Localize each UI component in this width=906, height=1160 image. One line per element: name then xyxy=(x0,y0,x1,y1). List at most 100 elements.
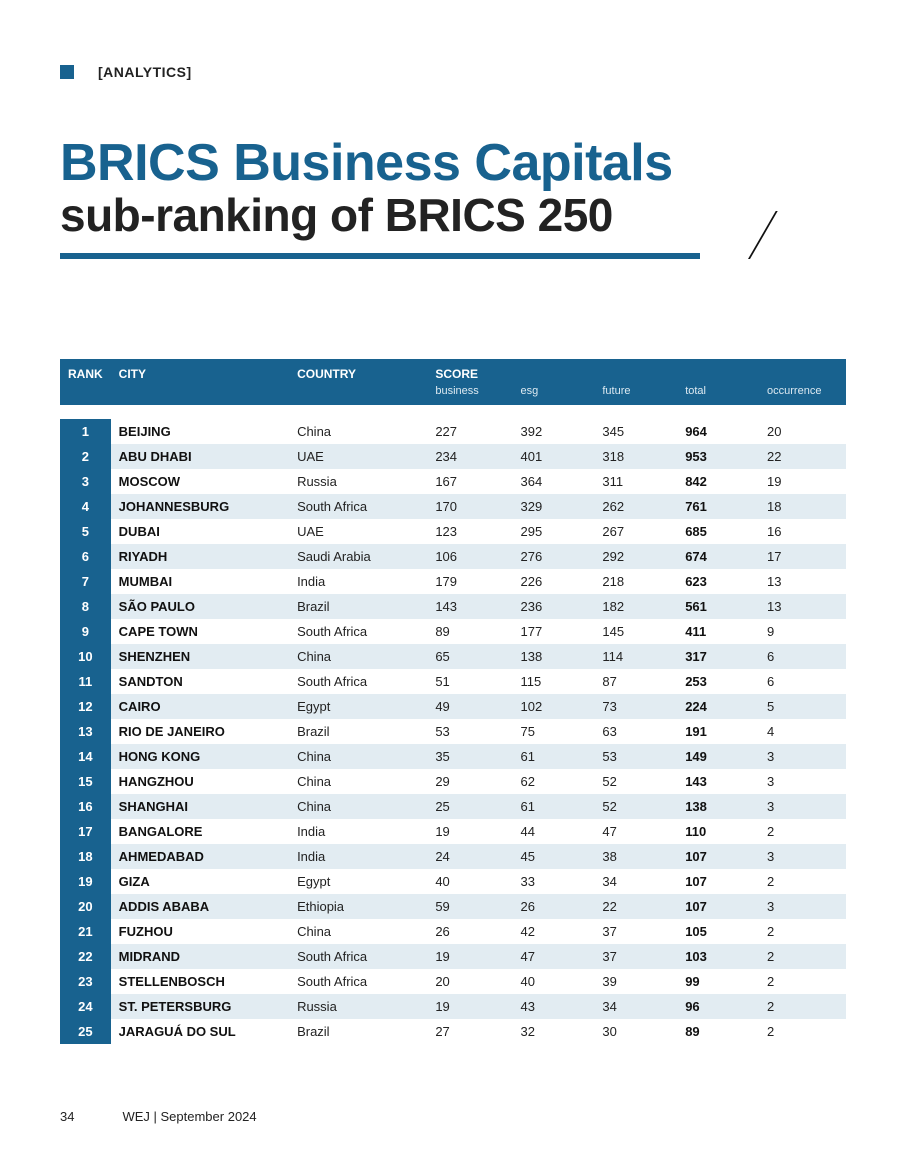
table-row: 14HONG KONGChina3561531493 xyxy=(60,744,846,769)
cell-esg: 26 xyxy=(513,894,595,919)
cell-country: India xyxy=(289,569,427,594)
cell-future: 318 xyxy=(594,444,677,469)
cell-occurrence: 2 xyxy=(759,969,846,994)
cell-city: SANDTON xyxy=(111,669,289,694)
cell-future: 345 xyxy=(594,419,677,444)
cell-esg: 33 xyxy=(513,869,595,894)
cell-country: Saudi Arabia xyxy=(289,544,427,569)
cell-total: 96 xyxy=(677,994,759,1019)
cell-business: 40 xyxy=(427,869,512,894)
cell-esg: 61 xyxy=(513,744,595,769)
sub-header-total: total xyxy=(677,385,759,405)
cell-rank: 14 xyxy=(60,744,111,769)
cell-business: 179 xyxy=(427,569,512,594)
cell-esg: 42 xyxy=(513,919,595,944)
cell-city: ABU DHABI xyxy=(111,444,289,469)
cell-city: SHENZHEN xyxy=(111,644,289,669)
cell-business: 19 xyxy=(427,994,512,1019)
table-row: 24ST. PETERSBURGRussia194334962 xyxy=(60,994,846,1019)
cell-future: 63 xyxy=(594,719,677,744)
cell-occurrence: 22 xyxy=(759,444,846,469)
cell-city: SÃO PAULO xyxy=(111,594,289,619)
cell-country: Brazil xyxy=(289,719,427,744)
page-number: 34 xyxy=(60,1109,74,1124)
cell-occurrence: 16 xyxy=(759,519,846,544)
cell-city: DUBAI xyxy=(111,519,289,544)
cell-esg: 401 xyxy=(513,444,595,469)
cell-rank: 19 xyxy=(60,869,111,894)
cell-business: 170 xyxy=(427,494,512,519)
cell-country: Egypt xyxy=(289,694,427,719)
cell-rank: 5 xyxy=(60,519,111,544)
cell-esg: 138 xyxy=(513,644,595,669)
cell-esg: 115 xyxy=(513,669,595,694)
cell-city: MIDRAND xyxy=(111,944,289,969)
cell-rank: 12 xyxy=(60,694,111,719)
cell-future: 114 xyxy=(594,644,677,669)
cell-total: 107 xyxy=(677,894,759,919)
col-header-rank: RANK xyxy=(60,359,111,385)
cell-city: FUZHOU xyxy=(111,919,289,944)
cell-future: 311 xyxy=(594,469,677,494)
table-row: 8SÃO PAULOBrazil14323618256113 xyxy=(60,594,846,619)
title-block: BRICS Business Capitals sub-ranking of B… xyxy=(60,136,846,263)
cell-business: 26 xyxy=(427,919,512,944)
table-row: 20ADDIS ABABAEthiopia5926221073 xyxy=(60,894,846,919)
cell-occurrence: 9 xyxy=(759,619,846,644)
cell-future: 39 xyxy=(594,969,677,994)
cell-country: China xyxy=(289,769,427,794)
cell-occurrence: 13 xyxy=(759,594,846,619)
cell-country: UAE xyxy=(289,444,427,469)
table-row: 5DUBAIUAE12329526768516 xyxy=(60,519,846,544)
cell-total: 107 xyxy=(677,844,759,869)
cell-business: 35 xyxy=(427,744,512,769)
cell-total: 110 xyxy=(677,819,759,844)
cell-rank: 24 xyxy=(60,994,111,1019)
cell-country: Russia xyxy=(289,994,427,1019)
cell-country: China xyxy=(289,794,427,819)
cell-occurrence: 13 xyxy=(759,569,846,594)
cell-esg: 276 xyxy=(513,544,595,569)
cell-business: 25 xyxy=(427,794,512,819)
cell-rank: 3 xyxy=(60,469,111,494)
cell-total: 99 xyxy=(677,969,759,994)
title-line-1: BRICS Business Capitals xyxy=(60,136,846,191)
cell-rank: 6 xyxy=(60,544,111,569)
cell-future: 262 xyxy=(594,494,677,519)
cell-country: South Africa xyxy=(289,494,427,519)
cell-country: China xyxy=(289,919,427,944)
cell-business: 65 xyxy=(427,644,512,669)
cell-business: 27 xyxy=(427,1019,512,1044)
cell-esg: 47 xyxy=(513,944,595,969)
cell-city: STELLENBOSCH xyxy=(111,969,289,994)
cell-total: 685 xyxy=(677,519,759,544)
cell-country: India xyxy=(289,819,427,844)
cell-occurrence: 2 xyxy=(759,819,846,844)
cell-occurrence: 3 xyxy=(759,844,846,869)
cell-esg: 329 xyxy=(513,494,595,519)
cell-total: 224 xyxy=(677,694,759,719)
table-row: 18AHMEDABADIndia2445381073 xyxy=(60,844,846,869)
cell-total: 149 xyxy=(677,744,759,769)
cell-city: SHANGHAI xyxy=(111,794,289,819)
cell-total: 561 xyxy=(677,594,759,619)
cell-business: 59 xyxy=(427,894,512,919)
table-row: 6RIYADHSaudi Arabia10627629267417 xyxy=(60,544,846,569)
cell-future: 34 xyxy=(594,994,677,1019)
cell-city: HANGZHOU xyxy=(111,769,289,794)
publication-date: WEJ | September 2024 xyxy=(122,1109,256,1124)
cell-esg: 32 xyxy=(513,1019,595,1044)
page-footer: 34 WEJ | September 2024 xyxy=(60,1109,257,1124)
table-row: 4JOHANNESBURGSouth Africa17032926276118 xyxy=(60,494,846,519)
cell-rank: 25 xyxy=(60,1019,111,1044)
cell-business: 24 xyxy=(427,844,512,869)
cell-esg: 62 xyxy=(513,769,595,794)
cell-future: 37 xyxy=(594,919,677,944)
cell-future: 218 xyxy=(594,569,677,594)
col-header-country: COUNTRY xyxy=(289,359,427,385)
cell-city: MUMBAI xyxy=(111,569,289,594)
cell-rank: 18 xyxy=(60,844,111,869)
cell-country: China xyxy=(289,419,427,444)
cell-esg: 226 xyxy=(513,569,595,594)
cell-rank: 15 xyxy=(60,769,111,794)
